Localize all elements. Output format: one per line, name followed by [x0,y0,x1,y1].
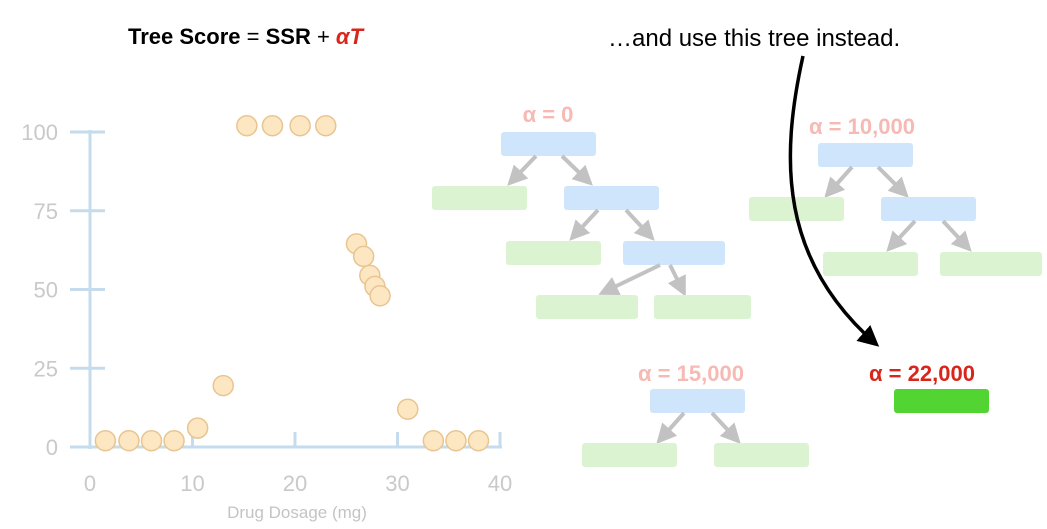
data-point [352,245,375,268]
x-tick-label: 20 [283,471,307,496]
branch-arrow [941,219,972,252]
tree-alpha-0-node [623,241,725,265]
tree-alpha-0-root-node [501,132,596,156]
data-point [315,114,337,137]
data-point [445,429,467,452]
tree-alpha-22000: α = 22,000 [869,361,989,413]
tree-alpha-0-node [564,186,659,210]
branch-arrow [507,154,538,186]
curved-pointer-arrow [788,55,880,347]
branch-arrow [560,154,593,186]
data-point [369,285,391,307]
data-point [140,429,163,452]
x-tick-label: 30 [385,471,409,496]
tree-alpha-15000-leaf [582,443,677,467]
y-tick-label: 100 [21,120,58,145]
tree-alpha-0: α = 0 [432,102,751,319]
x-tick-label: 0 [84,471,96,496]
branch-arrow [624,208,655,241]
tree-alpha-0-label: α = 0 [523,102,574,127]
branch-arrow [656,411,686,444]
y-tick-label: 50 [34,278,58,303]
formula-equals: = [241,24,266,49]
branch-arrow [710,411,741,444]
x-tick-label: 40 [488,471,512,496]
branch-arrow [886,219,917,252]
data-point [261,114,284,137]
tree-alpha-15000-root-node [650,389,745,413]
y-tick-label: 75 [34,199,58,224]
y-tick-label: 25 [34,356,58,381]
branch-arrow [569,208,600,241]
tree-alpha-0-leaf [536,295,638,319]
formula-plus: + [311,24,336,49]
tree-alpha-10000: α = 10,000 [749,114,1042,276]
data-point [422,429,445,452]
formula-ssr: SSR [266,24,311,49]
tree-alpha-15000-label: α = 15,000 [638,361,744,386]
tree-alpha-0-leaf [506,241,601,265]
data-point [163,429,185,452]
data-point [397,398,419,420]
tree-alpha-22000-label: α = 22,000 [869,361,975,386]
data-point [467,429,490,452]
y-tick-label: 0 [46,435,58,460]
tree-alpha-15000-leaf [714,443,809,467]
tree-alpha-10000-leaf [823,252,918,276]
tree-alpha-10000-root-node [818,143,913,167]
tree-alpha-0-leaf [654,295,751,319]
branch-arrow [824,165,854,198]
tree-alpha-22000-leaf [894,389,989,413]
data-point [236,114,258,137]
x-tick-label: 10 [180,471,204,496]
x-axis-label: Drug Dosage (mg) [227,503,367,522]
formula-alpha-t: αT [336,24,365,49]
data-point [118,429,140,452]
dosage-scatter-plot: 0 25 50 75 100 0 10 20 30 40 Drug Dosage (mg) [21,114,512,522]
tree-alpha-10000-node [881,197,976,221]
data-point [212,374,234,397]
tree-alpha-10000-label: α = 10,000 [809,114,915,139]
tree-alpha-10000-leaf [940,252,1042,276]
formula-tree-score: Tree Score [128,24,241,49]
branch-arrow [598,263,661,296]
use-tree-annotation: …and use this tree instead. [608,25,900,52]
data-point [94,429,117,452]
tree-alpha-0-leaf [432,186,527,210]
branch-arrow [667,264,686,297]
branch-arrow [876,165,909,198]
data-point [289,114,311,137]
tree-score-formula: Tree Score = SSR + αT [128,24,365,49]
tree-alpha-15000: α = 15,000 [582,361,809,467]
data-point [186,417,209,439]
